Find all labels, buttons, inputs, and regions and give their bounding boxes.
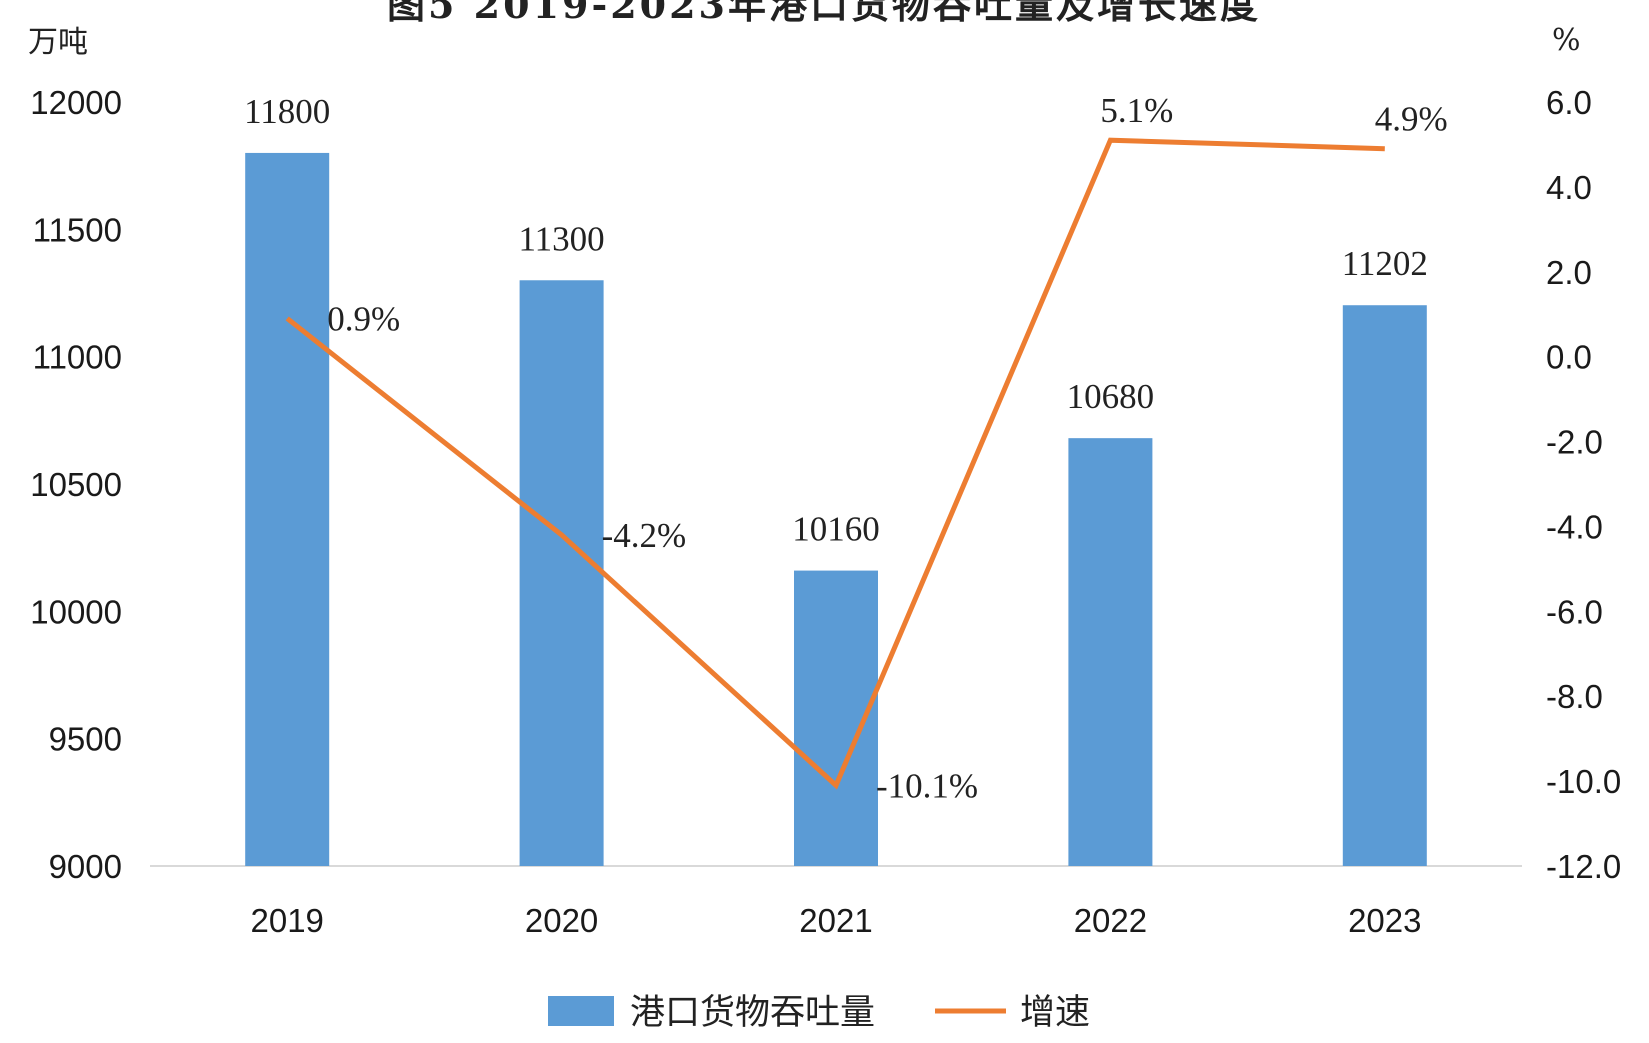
- x-tick-label: 2023: [1348, 902, 1421, 939]
- bar: [1068, 438, 1153, 866]
- x-tick-label: 2019: [250, 902, 323, 939]
- bar-data-label: 11800: [244, 92, 330, 131]
- left-axis-unit: 万吨: [28, 25, 88, 60]
- left-tick-label: 9500: [49, 721, 122, 758]
- right-axis-unit: %: [1552, 23, 1581, 58]
- left-tick-label: 10000: [30, 593, 122, 630]
- bar: [245, 152, 330, 866]
- left-tick-label: 12000: [30, 84, 122, 121]
- legend-bar-label: 港口货物吞吐量: [630, 993, 875, 1033]
- right-tick-label: 2.0: [1546, 254, 1592, 291]
- left-tick-label: 11500: [33, 211, 122, 248]
- right-tick-label: -6.0: [1546, 593, 1603, 630]
- left-tick-label: 9000: [49, 848, 122, 885]
- right-tick-label: -12.0: [1546, 848, 1621, 885]
- left-tick-label: 10500: [30, 466, 122, 503]
- growth-line: [285, 137, 1385, 790]
- bar-data-label: 11300: [518, 219, 604, 258]
- right-tick-label: 4.0: [1546, 169, 1592, 206]
- legend-bar-swatch: [548, 996, 614, 1026]
- bar-series: [245, 152, 1427, 866]
- bar: [519, 280, 604, 866]
- bar-data-label: 11202: [1342, 244, 1428, 283]
- right-tick-label: -10.0: [1546, 763, 1621, 800]
- bar-data-labels: 11800 11300 10160 10680 11202: [244, 92, 1428, 549]
- line-data-label: -10.1%: [876, 766, 978, 805]
- line-data-labels: 0.9% -4.2% -10.1% 5.1% 4.9%: [327, 91, 1448, 805]
- left-axis-ticks: 9000 9500 10000 10500 11000 11500 12000: [30, 84, 122, 885]
- bar: [1342, 305, 1427, 866]
- legend-line-label: 增速: [1020, 993, 1090, 1033]
- line-data-label: 5.1%: [1100, 91, 1173, 130]
- legend: 港口货物吞吐量 增速: [548, 993, 1090, 1033]
- x-tick-label: 2022: [1074, 902, 1147, 939]
- line-data-label: -4.2%: [602, 516, 687, 555]
- x-tick-label: 2020: [525, 902, 598, 939]
- line-data-label: 0.9%: [327, 299, 400, 338]
- right-axis-ticks: -12.0 -10.0 -8.0 -6.0 -4.0 -2.0 0.0 2.0 4.0 6.0: [1546, 84, 1621, 885]
- bar-data-label: 10160: [792, 510, 880, 549]
- right-tick-label: 6.0: [1546, 84, 1592, 121]
- x-tick-label: 2021: [799, 902, 872, 939]
- x-axis-ticks: 2019 2020 2021 2022 2023: [250, 902, 1421, 939]
- line-series: [285, 137, 1385, 790]
- line-data-label: 4.9%: [1375, 100, 1448, 139]
- right-tick-label: 0.0: [1546, 339, 1592, 376]
- right-tick-label: -2.0: [1546, 424, 1603, 461]
- right-tick-label: -4.0: [1546, 508, 1603, 545]
- bar-data-label: 10680: [1067, 377, 1155, 416]
- chart-title: 图5 2019-2023年港口货物吞吐量及增长速度: [387, 0, 1261, 27]
- right-tick-label: -8.0: [1546, 678, 1603, 715]
- left-tick-label: 11000: [33, 339, 122, 376]
